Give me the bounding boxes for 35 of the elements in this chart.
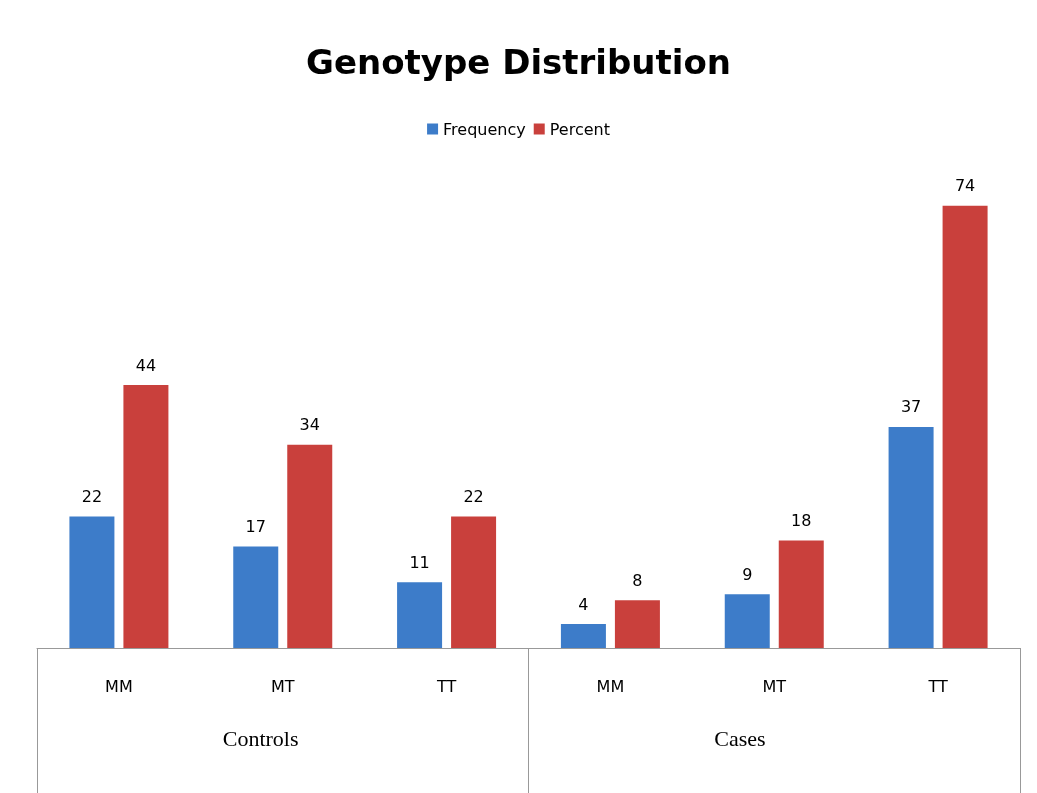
data-label: 34 bbox=[299, 415, 320, 435]
data-label: 17 bbox=[245, 516, 266, 536]
bar bbox=[69, 516, 115, 648]
data-label: 22 bbox=[463, 487, 484, 507]
bar bbox=[287, 444, 333, 648]
bar bbox=[123, 385, 169, 648]
data-label: 44 bbox=[135, 355, 157, 375]
text: Controls bbox=[222, 725, 299, 751]
legend-label: Percent bbox=[549, 119, 610, 139]
data-label: 8 bbox=[632, 570, 643, 590]
text: Cases bbox=[714, 725, 766, 751]
x-tick-label: MM bbox=[596, 676, 625, 696]
data-label: 37 bbox=[900, 397, 922, 417]
bar bbox=[397, 582, 443, 648]
legend-label: Frequency bbox=[443, 119, 526, 139]
x-tick-label: MT bbox=[762, 676, 787, 696]
x-tick-label: TT bbox=[927, 676, 948, 696]
bar bbox=[560, 624, 606, 648]
bar bbox=[942, 205, 988, 648]
x-tick-label: TT bbox=[435, 676, 457, 696]
bar bbox=[888, 426, 934, 648]
x-tick-label: MT bbox=[270, 676, 295, 696]
bar bbox=[724, 594, 770, 648]
data-label: 22 bbox=[81, 487, 103, 507]
data-label: 11 bbox=[409, 552, 430, 572]
data-label: 74 bbox=[954, 176, 976, 196]
bar bbox=[614, 600, 660, 648]
data-label: 18 bbox=[791, 510, 812, 530]
data-label: 9 bbox=[742, 564, 753, 584]
data-label: 4 bbox=[578, 594, 589, 614]
bar bbox=[778, 540, 824, 648]
x-tick-label: MM bbox=[105, 676, 133, 696]
bar bbox=[451, 516, 497, 648]
chart-title: Genotype Distribution bbox=[306, 42, 731, 82]
bar bbox=[233, 546, 279, 648]
